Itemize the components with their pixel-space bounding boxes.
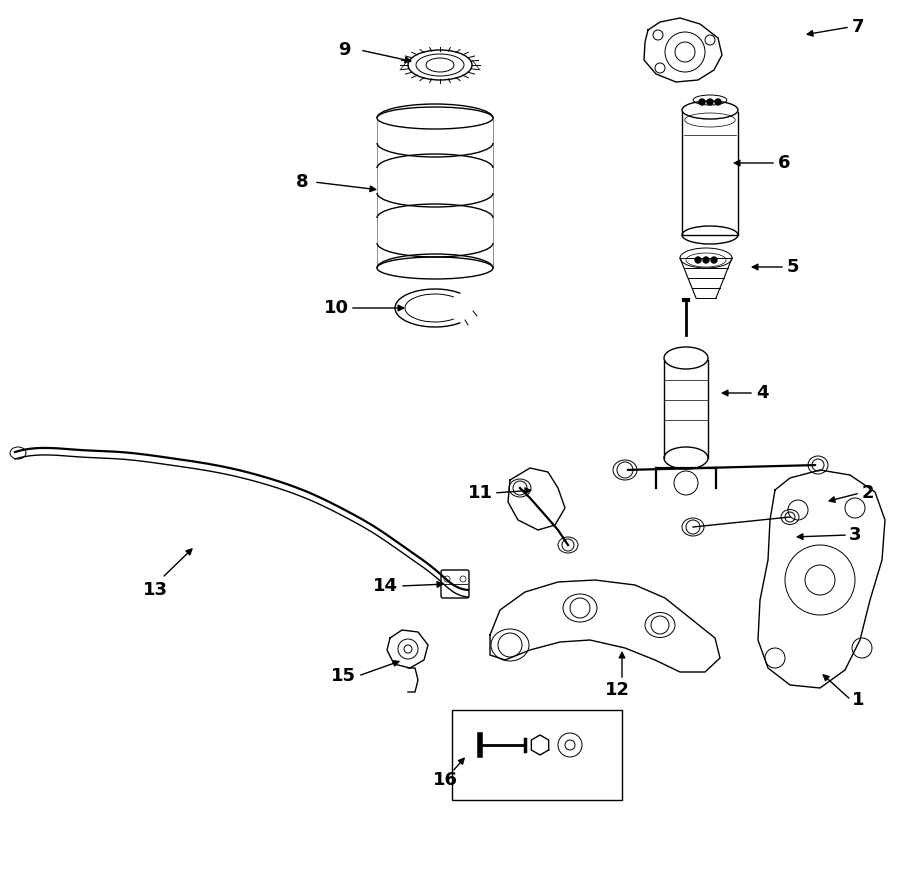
Text: 8: 8 <box>296 173 309 191</box>
Circle shape <box>695 257 701 263</box>
Circle shape <box>699 99 705 105</box>
Text: 1: 1 <box>851 691 864 709</box>
Text: 9: 9 <box>338 41 350 59</box>
Circle shape <box>707 99 713 105</box>
Text: 11: 11 <box>467 484 492 502</box>
Text: 12: 12 <box>605 681 629 699</box>
Text: 10: 10 <box>323 299 348 317</box>
Text: 14: 14 <box>373 577 398 595</box>
Circle shape <box>711 257 717 263</box>
Text: 7: 7 <box>851 18 864 36</box>
Text: 2: 2 <box>862 484 874 502</box>
Text: 16: 16 <box>433 771 457 789</box>
Text: 15: 15 <box>330 667 356 685</box>
Circle shape <box>703 257 709 263</box>
Text: 13: 13 <box>142 581 167 599</box>
Circle shape <box>715 99 721 105</box>
Text: 3: 3 <box>849 526 861 544</box>
Bar <box>452 710 622 800</box>
Text: 4: 4 <box>756 384 769 402</box>
Text: 5: 5 <box>787 258 799 276</box>
Text: 6: 6 <box>778 154 790 172</box>
